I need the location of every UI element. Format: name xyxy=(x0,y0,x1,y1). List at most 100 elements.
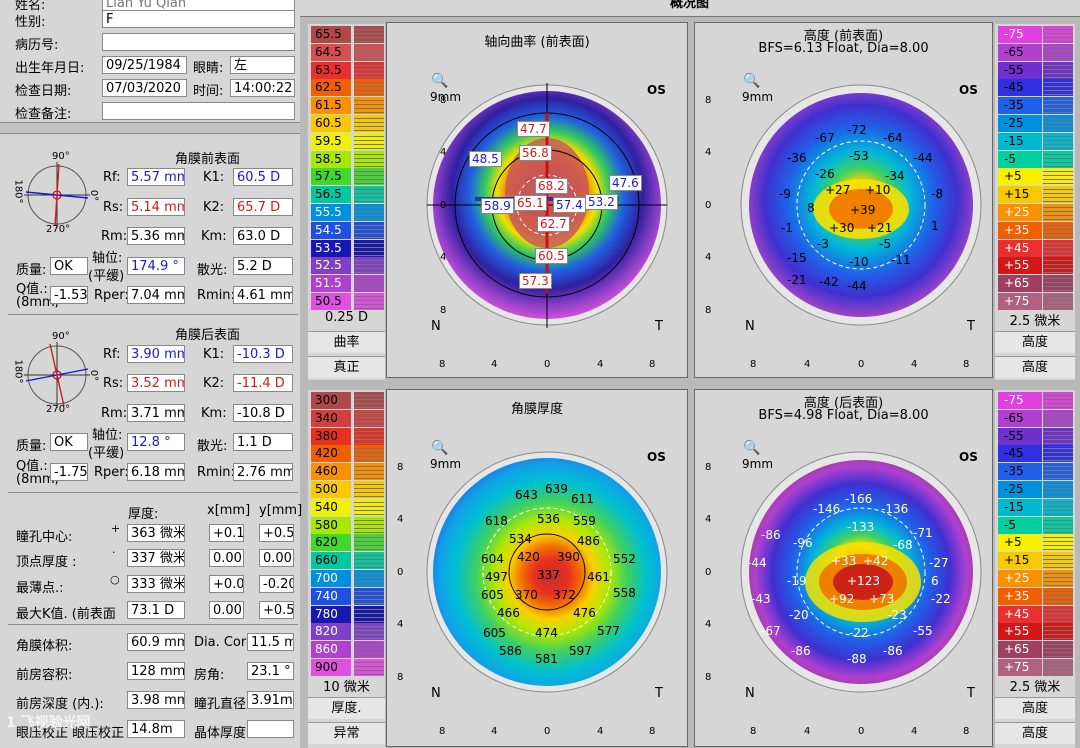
thinnest-x[interactable]: +0.0 xyxy=(209,575,244,593)
pupil-dia-field[interactable]: 3.91m xyxy=(247,691,294,709)
scale-color-strip xyxy=(354,516,384,534)
thinnest-thick[interactable]: 333 微米 xyxy=(127,575,185,593)
map-value-label: 48.5 xyxy=(469,151,502,167)
volume-field[interactable]: 60.9 mm xyxy=(127,633,185,651)
scale-bottom-thickness-button[interactable]: 厚度. xyxy=(308,697,385,719)
time-field[interactable]: 14:00:22 xyxy=(230,79,295,97)
chamber-depth-field[interactable]: 3.98 mm xyxy=(127,691,185,709)
note-field[interactable] xyxy=(102,102,295,120)
front-km-field[interactable]: 63.0 D xyxy=(233,227,293,245)
front-dial-top: 90° xyxy=(52,151,70,162)
pupil-center-y[interactable]: +0.5 xyxy=(259,524,294,542)
scale-right-top-height-button-2[interactable]: 高度 xyxy=(995,356,1075,378)
front-rf-field[interactable]: 5.57 mm xyxy=(127,168,185,186)
exam-date-field[interactable]: 07/03/2020 xyxy=(102,79,187,97)
front-k2-field[interactable]: 65.7 D xyxy=(233,198,293,216)
front-astig-field[interactable]: 5.2 D xyxy=(233,257,293,275)
thinnest-y[interactable]: -0.20 xyxy=(259,575,294,593)
back-k1-field[interactable]: -10.3 D xyxy=(233,345,293,363)
record-field[interactable] xyxy=(102,33,295,51)
thickness-zoom-icon[interactable]: 🔍 xyxy=(431,440,449,456)
apex-y[interactable]: 0.00 xyxy=(259,549,294,567)
back-rf-field[interactable]: 3.90 mm xyxy=(127,345,185,363)
title-bar: 概况图 xyxy=(300,0,1080,17)
axial-zoom-icon[interactable]: 🔍 xyxy=(431,73,449,89)
elev-front-zoom-icon[interactable]: 🔍 xyxy=(743,73,761,89)
scale-top-true-button[interactable]: 真正 xyxy=(308,356,385,378)
map-value-label: -22 xyxy=(849,626,869,640)
scale-value: 61.5 xyxy=(311,97,351,115)
angle-field[interactable]: 23.1 ° xyxy=(247,662,294,680)
dob-field[interactable]: 09/25/1984 xyxy=(102,56,187,74)
scale-value: -55 xyxy=(998,427,1042,445)
scale-color-strip xyxy=(1043,293,1073,310)
scale-top-curvature-button[interactable]: 曲率 xyxy=(308,331,385,353)
max-k-value[interactable]: 73.1 D xyxy=(127,601,185,619)
back-rs-field[interactable]: 3.52 mm xyxy=(127,374,185,392)
back-km-field[interactable]: -10.8 D xyxy=(233,404,293,422)
front-axis-field[interactable]: 174.9 ° xyxy=(127,257,185,275)
scale-value: 52.5 xyxy=(311,257,351,275)
map-value-label: 618 xyxy=(485,514,508,528)
front-k1-field[interactable]: 60.5 D xyxy=(233,168,293,186)
elev-back-zoom-icon[interactable]: 🔍 xyxy=(743,440,761,456)
scale-color-strip xyxy=(1043,61,1073,79)
map-value-label: 68.2 xyxy=(535,178,568,194)
back-astig-field[interactable]: 1.1 D xyxy=(233,433,293,451)
map-value-label: -36 xyxy=(787,151,807,165)
back-quality-field[interactable]: OK xyxy=(50,433,88,451)
scale-right-top-height-button[interactable]: 高度 xyxy=(995,331,1075,353)
scale-color-strip xyxy=(1043,132,1073,150)
map-value-label: -5 xyxy=(879,237,891,251)
map-value-label: 536 xyxy=(537,512,560,526)
scale-bottom-abnormal-button[interactable]: 异常 xyxy=(308,722,385,744)
front-dial-right: 0° xyxy=(88,189,100,202)
apex-thick[interactable]: 337 微米 xyxy=(127,549,185,567)
max-k-y[interactable]: +0.5 xyxy=(259,601,294,619)
back-k2-field[interactable]: -11.4 D xyxy=(233,374,293,392)
thickness-t: T xyxy=(655,686,663,701)
map-value-label: -22 xyxy=(931,592,951,606)
chamber-vol-field[interactable]: 128 mm^ xyxy=(127,662,185,680)
pupil-center-x[interactable]: +0.1 xyxy=(209,524,244,542)
front-rs-field[interactable]: 5.14 mm xyxy=(127,198,185,216)
back-rper-field[interactable]: 6.18 mm xyxy=(127,463,185,481)
axial-map-panel[interactable]: 轴向曲率 (前表面) 8 4 0 4 8 8 4 0 4 8 xyxy=(386,22,688,378)
thinnest-label: 最薄点.: xyxy=(16,581,64,596)
scale-right-bottom-height-button[interactable]: 高度 xyxy=(995,697,1075,719)
thickness-zoom: 9mm xyxy=(430,457,462,471)
front-rm-field[interactable]: 5.36 mm xyxy=(127,227,185,245)
map-value-label: +10 xyxy=(865,183,891,197)
iop-label: 眼压校正 眼压校正 xyxy=(16,726,124,741)
map-value-label: -86 xyxy=(883,644,903,658)
map-value-label: -67 xyxy=(815,131,835,145)
map-value-label: 552 xyxy=(613,552,636,566)
iop-field[interactable]: 14.8m xyxy=(127,720,185,738)
diacor-field[interactable]: 11.5 m xyxy=(247,633,294,651)
back-axis-field[interactable]: 12.8 ° xyxy=(127,433,185,451)
map-value-label: 62.7 xyxy=(537,216,570,232)
scale-value: 300 xyxy=(311,392,351,409)
scale-top-panel: 65.5 64.5 63.5 62.5 61.5 60.5 59.5 58.5 57.5 56.5… xyxy=(308,24,385,380)
front-q-field[interactable]: -1.53 xyxy=(50,286,88,304)
scale-value: 380 xyxy=(311,427,351,445)
scale-color-strip xyxy=(354,61,384,79)
front-rmin-field[interactable]: 4.61 mm xyxy=(233,286,293,304)
pupil-center-thick[interactable]: 363 微米 xyxy=(127,524,185,542)
apex-x[interactable]: 0.00 xyxy=(209,549,244,567)
front-rper-field[interactable]: 7.04 mm xyxy=(127,286,185,304)
back-rmin-field[interactable]: 2.76 mm xyxy=(233,463,293,481)
sex-field[interactable]: F xyxy=(102,10,295,28)
map-value-label: 597 xyxy=(569,644,592,658)
front-quality-field[interactable]: OK xyxy=(50,257,88,275)
lens-field[interactable] xyxy=(247,720,294,738)
max-k-x[interactable]: 0.00 xyxy=(209,601,244,619)
scale-value: 59.5 xyxy=(311,132,351,150)
scale-right-bottom-height-button-2[interactable]: 高度 xyxy=(995,722,1075,744)
back-q-field[interactable]: -1.75 xyxy=(50,463,88,481)
back-rm-field[interactable]: 3.71 mm xyxy=(127,404,185,422)
eye-field[interactable]: 左 xyxy=(230,56,295,74)
